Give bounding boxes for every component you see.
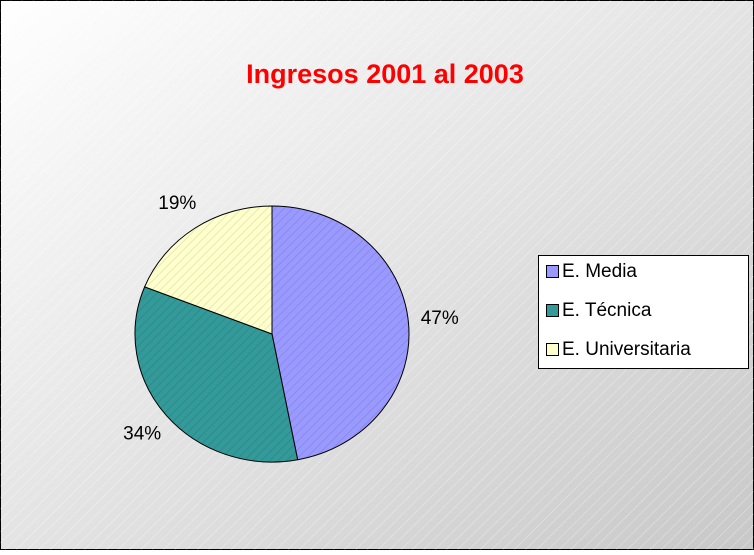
data-label: 34% (123, 423, 161, 444)
chart-title: Ingresos 2001 al 2003 (246, 59, 524, 89)
legend (538, 255, 749, 369)
slice-hatch (144, 206, 272, 334)
legend-label: E. Técnica (562, 300, 652, 321)
legend-label: E. Media (562, 261, 637, 282)
legend-swatch (546, 265, 559, 278)
legend-items: E. Media E. Técnica E. Universitaria (546, 261, 691, 360)
data-label: 47% (421, 308, 459, 329)
slice-hatch (135, 286, 298, 462)
data-label: 19% (158, 193, 196, 214)
pie: 47% 34% 19% (123, 193, 459, 463)
legend-swatch (546, 304, 559, 317)
legend-swatch (546, 343, 559, 356)
slice-hatch (272, 206, 409, 460)
legend-label: E. Universitaria (562, 339, 691, 360)
